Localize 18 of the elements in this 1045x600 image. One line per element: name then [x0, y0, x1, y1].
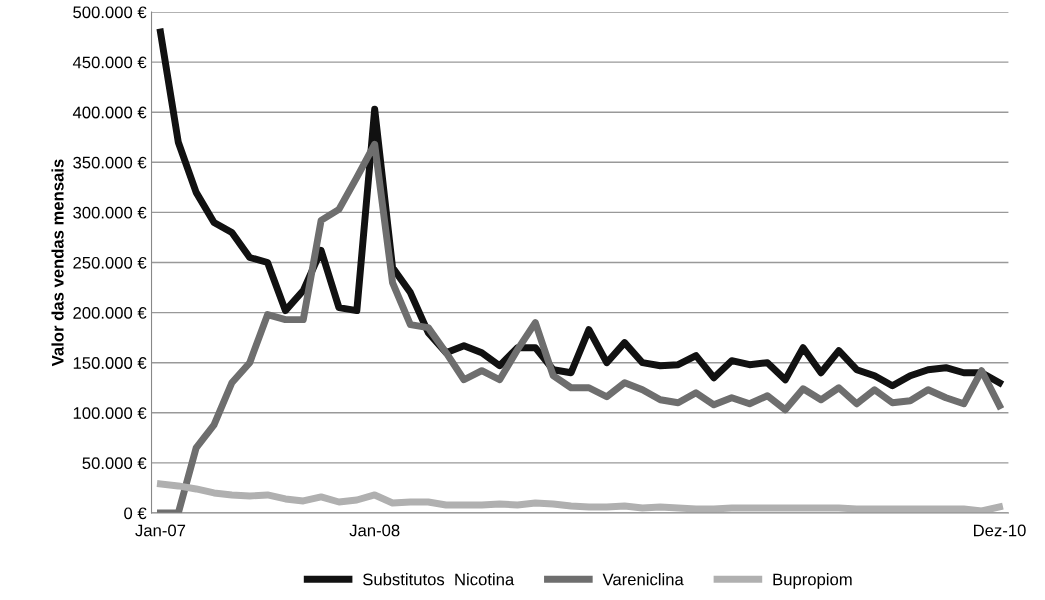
- y-tick-label: 300.000 €: [73, 206, 147, 219]
- x-tick-label: Jan-08: [349, 524, 400, 537]
- y-tick-label: 0 €: [124, 507, 147, 520]
- y-tick-label: 450.000 €: [72, 56, 147, 69]
- y-axis-title: Valor das vendas mensais: [51, 159, 64, 367]
- y-tick-label: 350.000 €: [73, 156, 147, 169]
- x-tick-label: Jan-07: [135, 524, 186, 537]
- y-tick-label: 50.000 €: [82, 457, 147, 470]
- legend-label: Substitutos Nicotina: [363, 573, 515, 586]
- y-tick-label: 200.000 €: [73, 307, 147, 319]
- x-tick-label: Dez-10: [974, 524, 1026, 537]
- y-tick-label: 100.000 €: [73, 407, 147, 419]
- y-tick-label: 250.000 €: [73, 256, 147, 269]
- y-tick-label: 400.000 €: [72, 106, 147, 119]
- legend-label: Bupropiom: [773, 573, 852, 589]
- y-tick-label: 150.000 €: [73, 357, 147, 369]
- y-tick-label: 500.000 €: [73, 6, 147, 19]
- legend-label: Vareniclina: [602, 573, 684, 586]
